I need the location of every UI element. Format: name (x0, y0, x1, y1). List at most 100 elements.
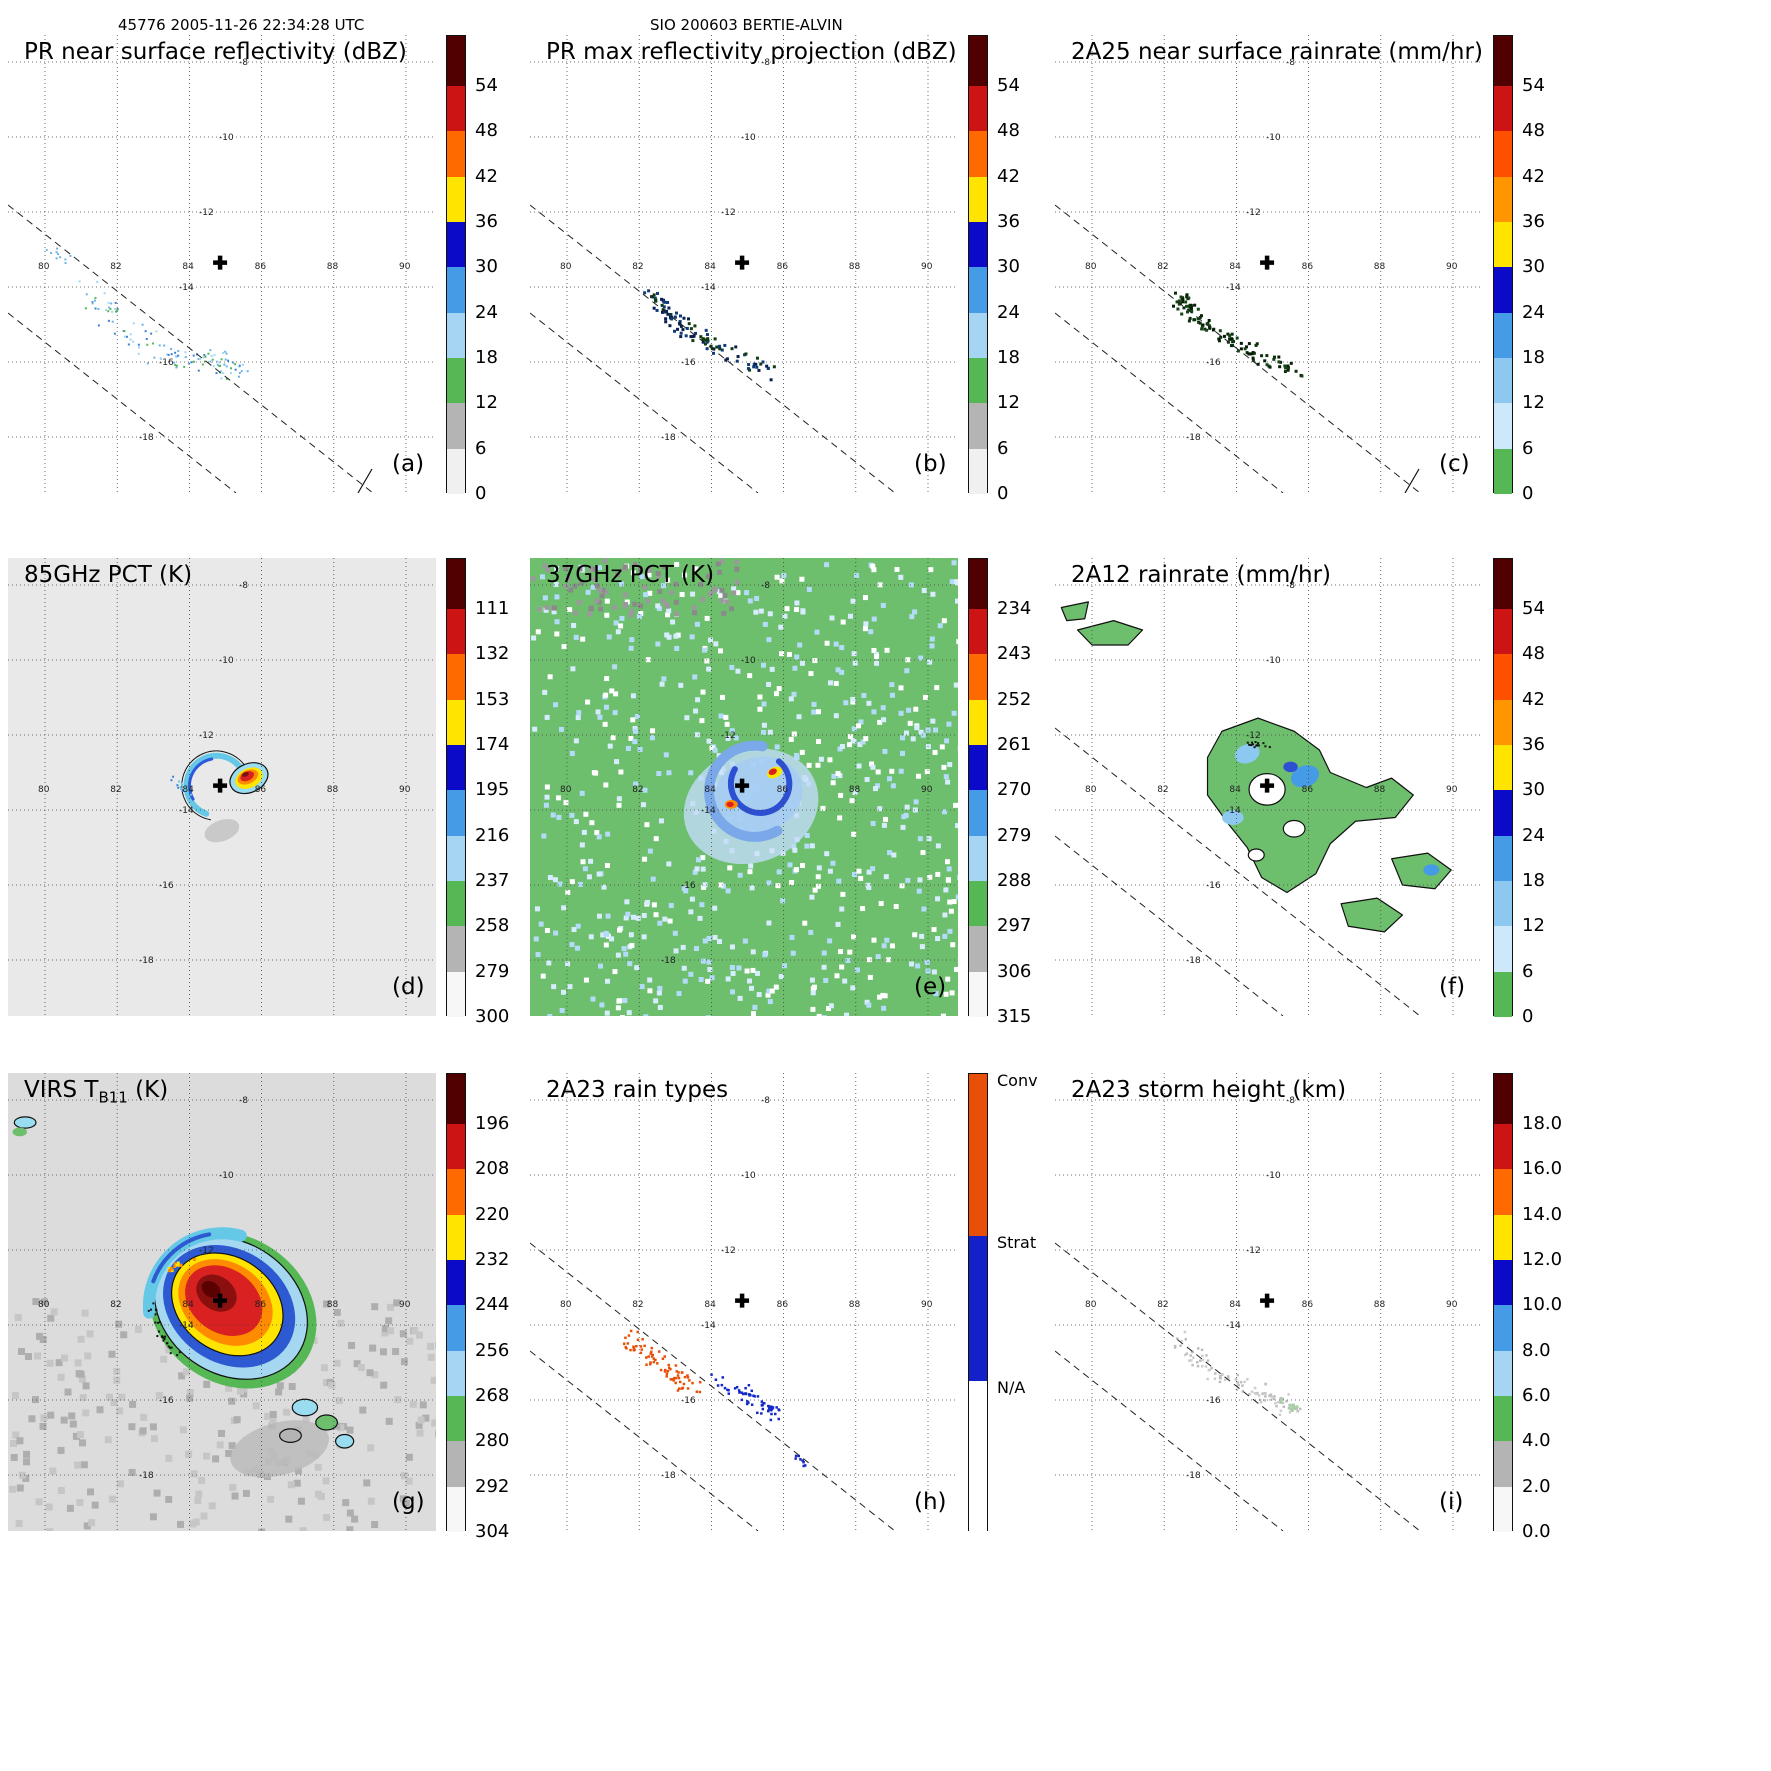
panel-title: VIRS TB11 (K) (24, 1077, 169, 1107)
svg-text:-10: -10 (741, 133, 756, 143)
colorbar-tick: 234 (997, 598, 1032, 619)
svg-text:-12: -12 (199, 731, 214, 741)
svg-text:-18: -18 (661, 956, 676, 966)
colorbar-segment (969, 835, 987, 882)
svg-text:-16: -16 (159, 1396, 174, 1406)
svg-text:84: 84 (1229, 1300, 1241, 1310)
colorbar-segment (969, 745, 987, 791)
svg-text:-10: -10 (1266, 656, 1281, 666)
svg-text:88: 88 (1374, 785, 1386, 795)
colorbar-segment (1494, 654, 1512, 701)
colorbar-segment (1494, 1214, 1512, 1261)
svg-text:88: 88 (327, 1300, 339, 1310)
colorbar-segment (1494, 312, 1512, 359)
colorbar-segment (1494, 176, 1512, 223)
svg-text:-16: -16 (681, 1396, 696, 1406)
colorbar-pct85: 111 132 153 174 195 216 237 258 279 300 (446, 558, 509, 1027)
svg-text:84: 84 (182, 262, 194, 272)
svg-text:-18: -18 (139, 433, 154, 443)
svg-text:-8: -8 (1286, 1096, 1295, 1106)
colorbar-segment (969, 36, 987, 87)
svg-text:90: 90 (921, 262, 933, 272)
svg-text:86: 86 (1302, 262, 1314, 272)
svg-text:90: 90 (399, 262, 411, 272)
svg-text:82: 82 (1157, 262, 1168, 272)
colorbar-segment (969, 222, 987, 268)
colorbar-tick: 216 (475, 824, 510, 846)
svg-text:-12: -12 (1246, 1246, 1261, 1256)
colorbar-tick: 42 (475, 165, 498, 187)
svg-text:-18: -18 (661, 1471, 676, 1481)
svg-text:-16: -16 (681, 358, 696, 368)
svg-text:80: 80 (1085, 262, 1097, 272)
colorbar-segment (1494, 1260, 1512, 1306)
panel-letter: (i) (1439, 1489, 1464, 1515)
colorbar-segment (1494, 790, 1512, 837)
svg-text:82: 82 (632, 785, 643, 795)
svg-text:-8: -8 (761, 58, 770, 68)
colorbar-tick: 24 (1522, 824, 1545, 846)
svg-text:-18: -18 (1186, 1471, 1201, 1481)
colorbar-segment (1494, 1169, 1512, 1216)
svg-text:-10: -10 (219, 133, 234, 143)
colorbar-tick: 6 (997, 437, 1009, 459)
colorbar-segment (1494, 926, 1512, 973)
svg-text:84: 84 (182, 1300, 194, 1310)
colorbar-tick: 18 (1522, 347, 1545, 368)
colorbar-segment (447, 699, 465, 746)
svg-text:90: 90 (1446, 262, 1458, 272)
colorbar-rainrate: 54 48 42 36 30 24 18 12 6 0 (1493, 558, 1545, 1027)
colorbar-segment (447, 176, 465, 223)
svg-text:-12: -12 (199, 1246, 214, 1256)
svg-text:86: 86 (1302, 785, 1314, 795)
colorbar-segment (1494, 222, 1512, 268)
panel-title: 37GHz PCT (K) (546, 562, 715, 588)
colorbar-segment (447, 559, 465, 610)
colorbar-segment (447, 1486, 465, 1533)
svg-text:-16: -16 (1206, 358, 1221, 368)
svg-text:-10: -10 (219, 1171, 234, 1181)
svg-text:88: 88 (849, 262, 861, 272)
colorbar-segment (1494, 1486, 1512, 1533)
panel-title: 2A12 rainrate (mm/hr) (1071, 562, 1332, 588)
panel-h: 2A23 rain types 80 82 84 86 88 90 -8 -10 -12 -14 -… (530, 1071, 1052, 1545)
colorbar-segment (1494, 881, 1512, 927)
svg-text:84: 84 (704, 262, 716, 272)
svg-text:90: 90 (399, 1300, 411, 1310)
colorbar-segment (1494, 1396, 1512, 1442)
svg-text:90: 90 (1446, 785, 1458, 795)
colorbar-tick: 0.0 (1522, 1521, 1551, 1542)
svg-text:88: 88 (327, 785, 339, 795)
colorbar-raintype: Conv Strat N/A (968, 1071, 1038, 1532)
colorbar-segment (1494, 358, 1512, 404)
colorbar-tick: 18 (997, 347, 1020, 368)
svg-text:82: 82 (110, 785, 121, 795)
colorbar-segment (969, 312, 987, 359)
svg-text:84: 84 (1229, 785, 1241, 795)
panel-d: 85GHz PCT (K) 80 82 84 86 88 90 -8 -10 -12 -14 -16… (8, 558, 530, 1030)
panel-c: 2A25 near surface rainrate (mm/hr) 80 82 8… (1055, 35, 1577, 507)
svg-text:-14: -14 (701, 283, 716, 293)
colorbar-segment (447, 926, 465, 973)
svg-text:-14: -14 (1226, 283, 1241, 293)
map-virs-tb11: 80 82 84 86 88 90 -8 -10 -12 -14 -16 -18 (8, 1073, 436, 1531)
colorbar-tick: 18 (475, 347, 498, 368)
colorbar-tick: 0 (475, 483, 487, 504)
colorbar-tick: 36 (1522, 734, 1545, 755)
svg-text:-12: -12 (1246, 731, 1261, 741)
colorbar-dbz: 54 48 42 36 30 24 18 12 6 0 (446, 35, 498, 504)
colorbar-tick: 48 (1522, 643, 1545, 665)
svg-text:-12: -12 (199, 208, 214, 218)
svg-text:80: 80 (38, 262, 50, 272)
colorbar-segment (969, 1074, 987, 1236)
colorbar-segment (1494, 267, 1512, 314)
colorbar-segment (447, 1396, 465, 1442)
panel-title: 2A23 rain types (546, 1077, 729, 1103)
colorbar-tick: 232 (475, 1249, 510, 1270)
colorbar-segment (1494, 131, 1512, 178)
colorbar-segment (969, 86, 987, 132)
colorbar-segment (969, 403, 987, 450)
colorbar-segment (447, 654, 465, 701)
panel-title: 2A23 storm height (km) (1071, 1077, 1347, 1103)
colorbar-segment (969, 267, 987, 314)
